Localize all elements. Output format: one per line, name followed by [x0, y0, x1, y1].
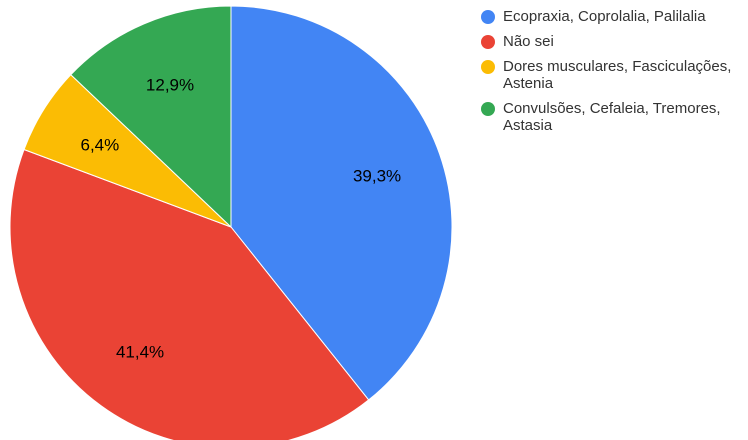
- slice-percent-label: 6,4%: [80, 135, 119, 154]
- pie-slice[interactable]: [70, 5, 232, 229]
- legend-swatch: [481, 35, 495, 49]
- pie-slice[interactable]: [9, 148, 370, 440]
- legend-label: Dores musculares, Fasciculações, Astenia: [503, 58, 732, 92]
- legend-item[interactable]: Dores musculares, Fasciculações, Astenia: [481, 58, 743, 92]
- legend-item[interactable]: Ecopraxia, Coprolalia, Palilalia: [481, 8, 743, 25]
- slice-percent-label: 12,9%: [146, 75, 194, 94]
- legend-item[interactable]: Convulsões, Cefaleia, Tremores, Astasia: [481, 100, 743, 134]
- legend-label: Não sei: [503, 33, 554, 50]
- slice-percent-label: 39,3%: [353, 166, 401, 185]
- legend-label: Convulsões, Cefaleia, Tremores, Astasia: [503, 100, 721, 134]
- legend-swatch: [481, 10, 495, 24]
- pie-slice[interactable]: [230, 5, 453, 401]
- slice-percent-label: 41,4%: [116, 343, 164, 362]
- legend-swatch: [481, 60, 495, 74]
- legend-swatch: [481, 102, 495, 116]
- chart-legend: Ecopraxia, Coprolalia, Palilalia Não sei…: [481, 8, 743, 142]
- legend-label: Ecopraxia, Coprolalia, Palilalia: [503, 8, 706, 25]
- legend-item[interactable]: Não sei: [481, 33, 743, 50]
